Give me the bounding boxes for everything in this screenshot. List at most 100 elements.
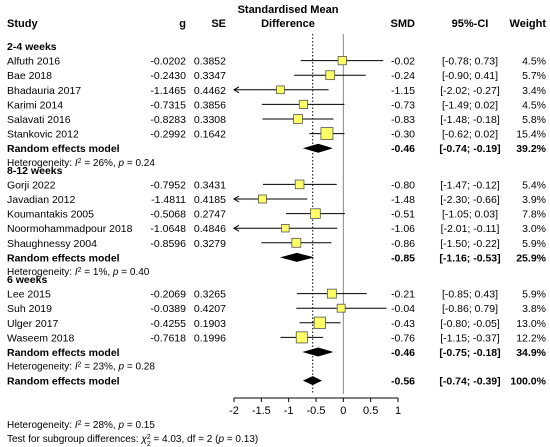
header-g: g bbox=[179, 18, 186, 30]
study-ci: [-1.05; 0.03] bbox=[442, 209, 498, 221]
study-name: Lee 2015 bbox=[7, 289, 51, 301]
study-ci: [-0.62; 0.02] bbox=[442, 129, 498, 141]
study-weight: 7.8% bbox=[522, 209, 546, 221]
study-name: Koumantakis 2005 bbox=[7, 209, 94, 221]
footer-notes: Heterogeneity: I2 = 26%, p = 0.24 Heterog… bbox=[7, 157, 258, 447]
x-axis-tick-label: -0.5 bbox=[307, 405, 326, 417]
header-weight: Weight bbox=[510, 18, 547, 30]
study-weight-square bbox=[291, 237, 302, 248]
study-se: 0.3852 bbox=[194, 56, 226, 68]
study-se: 0.4462 bbox=[194, 85, 226, 97]
subgroup-heading: 6 weeks bbox=[7, 274, 47, 286]
study-name: Karimi 2014 bbox=[7, 99, 63, 111]
study-se: 0.3265 bbox=[194, 289, 226, 301]
overall-summary-weight: 100.0% bbox=[510, 376, 546, 388]
study-name: Stankovic 2012 bbox=[7, 129, 79, 141]
study-name: Bhadauria 2017 bbox=[7, 85, 81, 97]
study-ci: [-1.49; 0.02] bbox=[442, 99, 498, 111]
overall-summary-ci: [-0.74; -0.39] bbox=[439, 376, 500, 388]
overall-summary-smd: -0.56 bbox=[391, 376, 415, 388]
x-axis-tick-label: 0.5 bbox=[363, 405, 378, 417]
study-g: -1.4811 bbox=[151, 194, 186, 206]
study-g: -0.7315 bbox=[150, 99, 186, 111]
study-g: -0.5068 bbox=[150, 209, 186, 221]
study-name: Noormohammadpour 2018 bbox=[7, 223, 133, 235]
study-name: Salavati 2016 bbox=[7, 114, 71, 126]
subgroup-summary-weight: 34.9% bbox=[516, 347, 546, 359]
header-effect-line2: Difference bbox=[261, 18, 315, 30]
subgroup-summary-ci: [-0.75; -0.18] bbox=[439, 347, 500, 359]
study-weight-square bbox=[295, 331, 308, 344]
study-smd: -0.80 bbox=[391, 179, 415, 191]
x-axis-tick-label: -2 bbox=[229, 405, 239, 417]
study-weight-square bbox=[320, 127, 334, 140]
study-weight: 12.2% bbox=[516, 332, 546, 344]
study-ci: [-2.30; -0.66] bbox=[440, 194, 500, 206]
x-axis-tick-label: -1.5 bbox=[252, 405, 271, 417]
study-weight: 5.9% bbox=[522, 238, 546, 250]
study-g: -0.2430 bbox=[150, 70, 186, 82]
subgroup-heterogeneity: Heterogeneity: I2 = 23%, p = 0.28 bbox=[7, 361, 155, 373]
subgroup-summary-diamond bbox=[302, 143, 333, 153]
study-smd: -0.43 bbox=[391, 318, 415, 330]
subgroup-summary-diamond bbox=[302, 347, 334, 357]
study-weight: 3.0% bbox=[522, 223, 546, 235]
study-weight: 5.9% bbox=[522, 289, 546, 301]
subgroup-summary-diamond bbox=[279, 252, 315, 262]
study-g: -0.8283 bbox=[150, 114, 186, 126]
study-smd: -1.06 bbox=[391, 223, 415, 235]
study-se: 0.3856 bbox=[194, 99, 226, 111]
study-ci: [-0.78; 0.73] bbox=[442, 56, 498, 68]
overall-summary-diamond bbox=[302, 376, 323, 386]
study-name: Ulger 2017 bbox=[7, 318, 59, 330]
subgroup-heterogeneity: Heterogeneity: I2 = 1%, p = 0.40 bbox=[7, 267, 150, 279]
study-g: -0.7952 bbox=[150, 179, 186, 191]
study-g: -0.0389 bbox=[150, 303, 186, 315]
study-smd: -0.24 bbox=[391, 70, 415, 82]
study-g: -0.2069 bbox=[150, 289, 186, 301]
study-weight-square bbox=[258, 194, 267, 204]
study-name: Gorji 2022 bbox=[7, 179, 56, 191]
study-se: 0.4846 bbox=[194, 223, 226, 235]
study-weight: 4.5% bbox=[522, 99, 546, 111]
study-ci: [-1.48; -0.18] bbox=[440, 114, 500, 126]
header-effect-line1: Standardised Mean bbox=[238, 4, 339, 16]
study-ci: [-0.80; -0.05] bbox=[440, 318, 500, 330]
study-ci-arrow bbox=[233, 86, 240, 94]
overall-heterogeneity: Heterogeneity: I2 = 28%, p = 0.15 bbox=[7, 420, 155, 432]
study-ci-arrow bbox=[233, 195, 240, 203]
study-se: 0.1996 bbox=[194, 332, 226, 344]
study-ci: [-0.90; 0.41] bbox=[442, 70, 498, 82]
header-smd: SMD bbox=[391, 18, 416, 30]
study-smd: -0.73 bbox=[391, 99, 415, 111]
header-study: Study bbox=[7, 18, 38, 30]
study-g: -0.7618 bbox=[150, 332, 186, 344]
x-axis-tick-label: 0 bbox=[340, 405, 346, 417]
study-ci: [-1.47; -0.12] bbox=[440, 179, 500, 191]
study-smd: -0.86 bbox=[391, 238, 415, 250]
study-se: 0.3279 bbox=[194, 238, 226, 250]
study-ci: [-2.01; -0.11] bbox=[441, 223, 500, 235]
study-weight-square bbox=[326, 288, 337, 299]
overall-summary-label: Random effects model bbox=[7, 376, 120, 388]
subgroup-summary-smd: -0.46 bbox=[391, 347, 415, 359]
study-ci-arrow bbox=[233, 224, 240, 232]
x-axis: -2 -1.5 -1 -0.5 0 0.5 1 bbox=[229, 397, 401, 417]
study-ci: [-1.50; -0.22] bbox=[440, 238, 500, 250]
study-smd: -0.76 bbox=[391, 332, 415, 344]
study-se: 0.4207 bbox=[194, 303, 226, 315]
study-name: Waseem 2018 bbox=[7, 332, 74, 344]
subgroup-heading: 2-4 weeks bbox=[7, 41, 57, 53]
study-ci: [-1.15; -0.37] bbox=[440, 332, 500, 344]
study-weight: 13.0% bbox=[516, 318, 546, 330]
study-weight: 3.9% bbox=[522, 194, 546, 206]
study-se: 0.1903 bbox=[194, 318, 226, 330]
study-weight-square bbox=[325, 70, 336, 81]
study-weight-square bbox=[298, 99, 308, 109]
subgroup-summary-weight: 39.2% bbox=[516, 143, 546, 155]
study-weight-square bbox=[281, 224, 290, 233]
x-axis-tick-label: -1 bbox=[284, 405, 294, 417]
study-g: -0.4255 bbox=[150, 318, 186, 330]
subgroup-summary-smd: -0.46 bbox=[391, 143, 415, 155]
study-se: 0.3347 bbox=[194, 70, 226, 82]
